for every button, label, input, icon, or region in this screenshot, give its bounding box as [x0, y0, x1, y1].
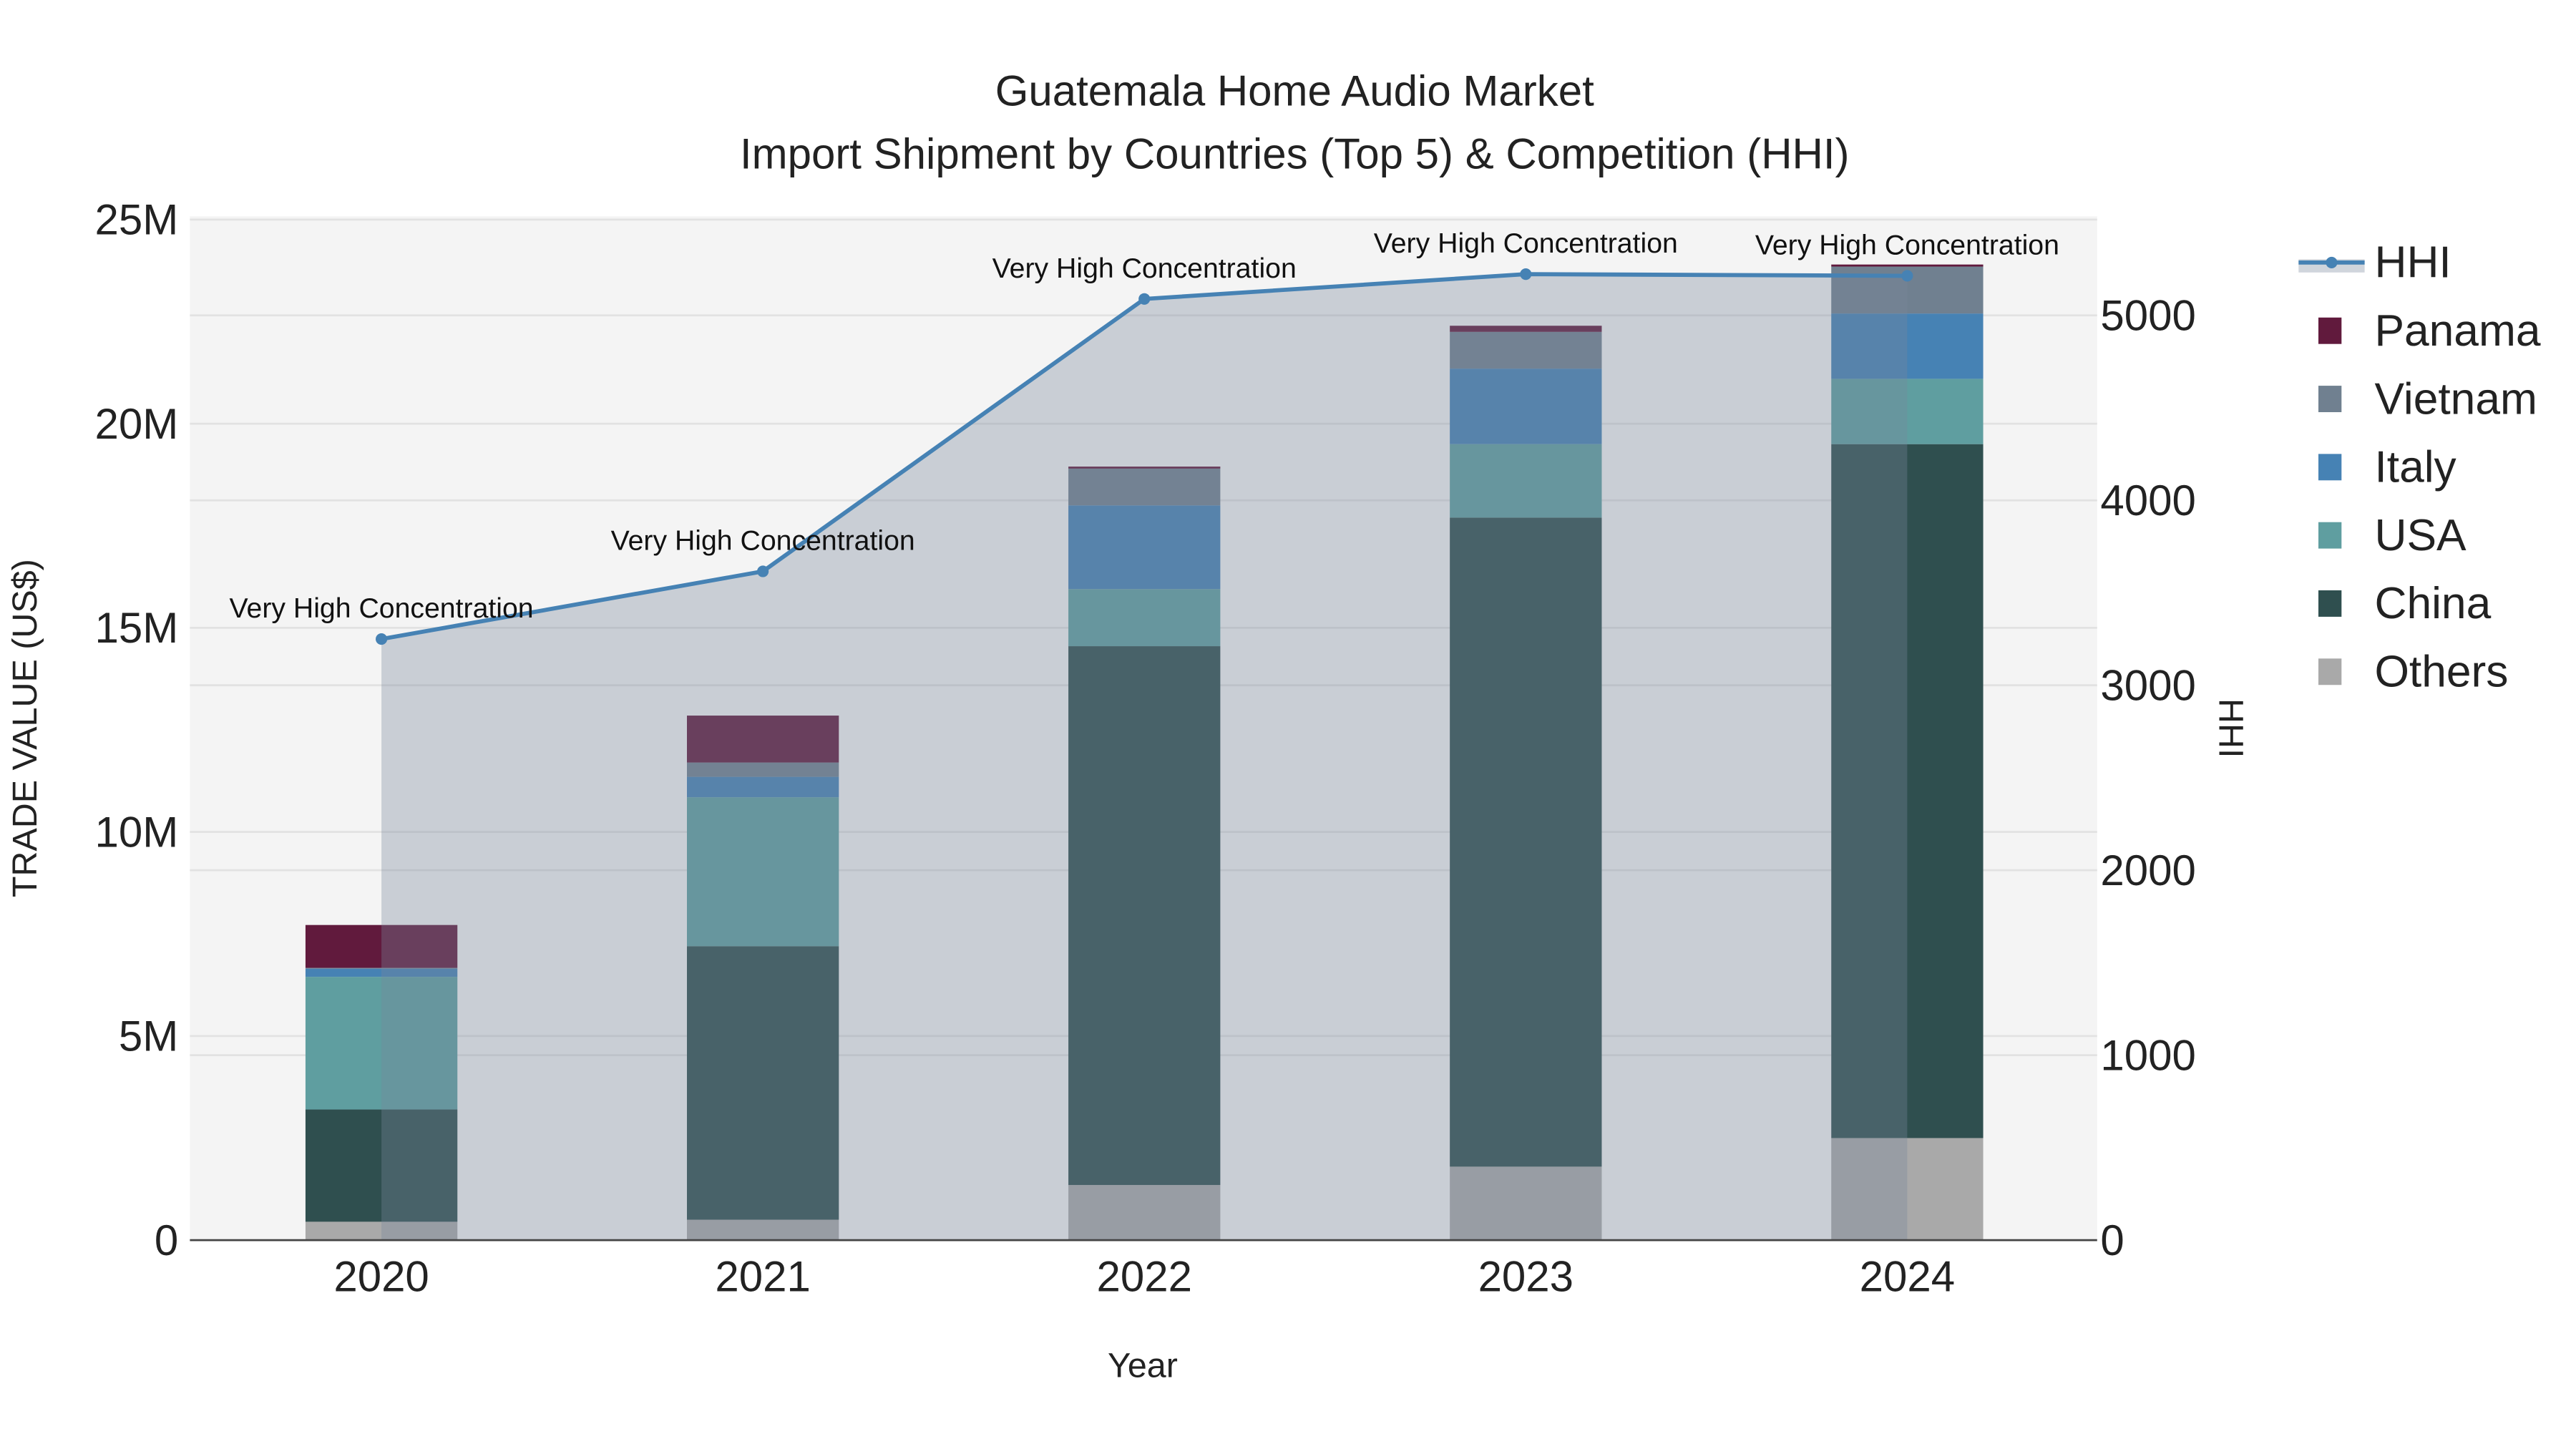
hhi-point-2022	[1138, 293, 1151, 305]
bar-vietnam-2020	[305, 967, 458, 969]
annotation-label: Very High Concentration	[230, 592, 534, 624]
bars	[305, 264, 1984, 1241]
y2-tick-label: 2000	[2100, 847, 2195, 894]
x-tick-label: 2022	[1096, 1253, 1191, 1301]
chart-title: Guatemala Home Audio Market	[995, 67, 1594, 115]
legend-label: Vietnam	[2374, 374, 2537, 424]
legend-item-italy[interactable]: Italy	[2318, 443, 2457, 492]
bar-italy-2020	[305, 968, 458, 977]
annotation-label: Very High Concentration	[992, 253, 1297, 284]
bar-china-2020	[305, 1109, 458, 1222]
x-tick-label: 2024	[1860, 1253, 1955, 1301]
bar-others-2021	[687, 1219, 839, 1241]
y2-axis-ticks: 0 1000 2000 3000 4000 5000	[2100, 292, 2195, 1264]
legend-marker	[2326, 256, 2338, 268]
y-tick-label: 25M	[95, 196, 179, 244]
bar-china-2022	[1068, 646, 1221, 1186]
bar-usa-2023	[1450, 444, 1602, 518]
y2-tick-label: 3000	[2100, 661, 2195, 709]
y-tick-label: 15M	[95, 604, 179, 652]
legend-label: China	[2374, 579, 2491, 628]
bar-italy-2023	[1450, 369, 1602, 444]
legend-item-others[interactable]: Others	[2318, 648, 2508, 697]
y2-tick-label: 0	[2100, 1216, 2124, 1264]
bar-vietnam-2021	[687, 762, 839, 777]
y-axis-ticks: 0 5M 10M 15M 20M 25M	[95, 196, 179, 1264]
annotation-label: Very High Concentration	[611, 525, 915, 556]
x-axis-title: Year	[1108, 1347, 1178, 1385]
hhi-area	[381, 274, 1908, 1241]
x-tick-label: 2023	[1478, 1253, 1574, 1301]
legend-item-usa[interactable]: USA	[2318, 511, 2467, 560]
annotation-label: Very High Concentration	[1755, 229, 2059, 260]
legend-item-china[interactable]: China	[2318, 579, 2492, 628]
legend-label: Panama	[2374, 306, 2540, 356]
hhi-point-2023	[1520, 268, 1532, 280]
y2-axis-title: HHI	[2212, 698, 2250, 758]
bar-vietnam-2023	[1450, 331, 1602, 369]
legend-label: USA	[2374, 511, 2467, 560]
chart-subtitle: Import Shipment by Countries (Top 5) & C…	[740, 130, 1850, 177]
bar-panama-2023	[1450, 326, 1602, 332]
legend-swatch	[2318, 386, 2342, 412]
bar-usa-2020	[305, 977, 458, 1110]
y-tick-label: 0	[155, 1216, 178, 1264]
bar-panama-2022	[1068, 467, 1221, 469]
annotation-label: Very High Concentration	[1374, 228, 1678, 259]
bar-others-2023	[1450, 1166, 1602, 1241]
y-axis-title: TRADE VALUE (US$)	[6, 559, 44, 897]
y2-tick-label: 5000	[2100, 292, 2195, 340]
bar-panama-2021	[687, 716, 839, 763]
hhi-point-2021	[757, 565, 769, 577]
bar-italy-2022	[1068, 505, 1221, 590]
y2-tick-label: 1000	[2100, 1031, 2195, 1079]
bar-china-2023	[1450, 517, 1602, 1167]
bar-others-2022	[1068, 1185, 1221, 1241]
annotations: Very High Concentration Very High Concent…	[230, 228, 2059, 624]
x-tick-label: 2020	[333, 1253, 429, 1301]
y2-tick-label: 4000	[2100, 477, 2195, 525]
bar-others-2024	[1831, 1138, 1984, 1241]
bar-china-2021	[687, 946, 839, 1220]
legend-label: Others	[2374, 648, 2508, 697]
hhi-point-2024	[1901, 270, 1913, 282]
y-tick-label: 5M	[119, 1013, 178, 1060]
bar-vietnam-2022	[1068, 468, 1221, 506]
hhi-series	[376, 268, 1913, 1241]
bar-usa-2024	[1831, 379, 1984, 444]
legend-swatch	[2318, 658, 2342, 686]
legend-swatch	[2318, 590, 2342, 617]
bar-panama-2024	[1831, 264, 1984, 267]
x-axis-ticks: 2020 2021 2022 2023 2024	[333, 1253, 1955, 1301]
legend-item-vietnam[interactable]: Vietnam	[2318, 374, 2537, 424]
bar-others-2020	[305, 1221, 458, 1241]
legend-swatch	[2318, 317, 2342, 344]
x-tick-label: 2021	[715, 1253, 810, 1301]
legend-item-hhi[interactable]: HHI	[2298, 238, 2451, 288]
legend-item-panama[interactable]: Panama	[2318, 306, 2541, 356]
bar-panama-2020	[305, 924, 458, 968]
legend-label: HHI	[2374, 238, 2451, 288]
legend-label: Italy	[2374, 443, 2457, 492]
y-tick-label: 10M	[95, 808, 179, 856]
bar-italy-2021	[687, 776, 839, 798]
hhi-point-2020	[376, 633, 388, 645]
bar-usa-2021	[687, 797, 839, 947]
legend: HHI Panama Vietnam Italy USA China Others	[2298, 238, 2541, 697]
y-tick-label: 20M	[95, 400, 179, 448]
bar-china-2024	[1831, 444, 1984, 1138]
legend-swatch	[2318, 454, 2342, 481]
bar-usa-2022	[1068, 589, 1221, 647]
bar-italy-2024	[1831, 313, 1984, 379]
legend-swatch	[2318, 522, 2342, 549]
